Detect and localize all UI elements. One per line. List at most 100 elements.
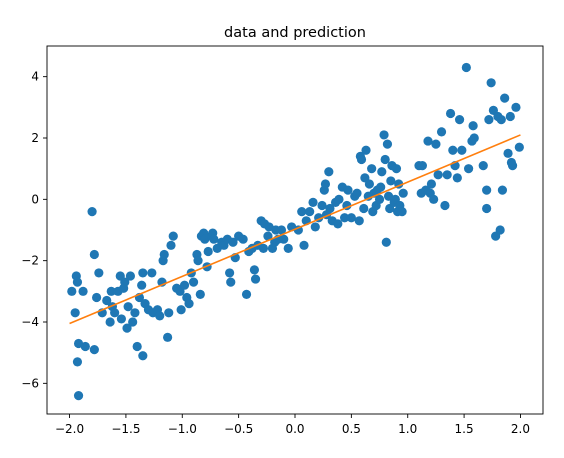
x-tick-label-1: −1.5	[111, 422, 140, 436]
scatter-point-128	[364, 179, 374, 189]
scatter-point-3	[72, 277, 83, 287]
scatter-point-80	[249, 265, 260, 275]
scatter-point-102	[310, 222, 320, 232]
scatter-point-27	[125, 271, 136, 281]
scatter-point-32	[137, 280, 147, 290]
scatter-point-180	[484, 115, 494, 125]
scatter-point-72	[226, 277, 236, 287]
scatter-point-71	[225, 268, 235, 278]
scatter-point-55	[188, 277, 199, 287]
scatter-point-43	[159, 249, 169, 260]
scatter-point-161	[431, 139, 441, 149]
scatter-point-13	[94, 268, 104, 278]
scatter-point-47	[168, 231, 178, 241]
x-tick-label-7: 1.5	[455, 422, 474, 436]
scatter-point-159	[426, 179, 436, 189]
y-axis: −6 −4 −2 0 2 4	[21, 70, 47, 390]
scatter-point-172	[461, 62, 471, 73]
scatter-point-134	[374, 194, 385, 204]
scatter-point-106	[320, 179, 331, 189]
scatter-point-137	[379, 130, 389, 140]
scatter-point-73	[228, 237, 238, 247]
scatter-point-194	[514, 142, 524, 152]
x-tick-label-8: 2.0	[511, 422, 530, 436]
scatter-point-46	[166, 240, 176, 250]
scatter-point-169	[452, 173, 462, 183]
scatter-point-25	[122, 323, 132, 333]
scatter-point-124	[359, 203, 369, 214]
scatter-point-1	[70, 308, 80, 318]
scatter-point-143	[386, 176, 396, 186]
scatter-point-12	[92, 292, 102, 303]
scatter-point-178	[482, 185, 492, 195]
scatter-point-24	[120, 277, 130, 287]
scatter-point-135	[376, 182, 386, 192]
x-tick-label-6: 1.0	[398, 422, 417, 436]
scatter-point-22	[116, 314, 126, 324]
y-tick-label-3: 0	[31, 192, 39, 206]
scatter-point-37	[147, 268, 157, 278]
y-tick-label-1: −4	[21, 315, 39, 329]
x-tick-label-0: −2.0	[55, 422, 84, 436]
x-tick-label-5: 0.5	[342, 422, 361, 436]
scatter-point-160	[429, 194, 439, 204]
scatter-point-113	[334, 194, 344, 204]
scatter-point-123	[356, 154, 367, 165]
scatter-point-193	[511, 102, 521, 112]
scatter-point-34	[138, 268, 148, 278]
scatter-point-77	[241, 289, 252, 299]
scatter-point-57	[193, 256, 203, 266]
scatter-point-10	[89, 249, 99, 260]
scatter-point-170	[454, 115, 465, 125]
scatter-point-163	[436, 127, 447, 137]
scatter-point-100	[305, 207, 315, 217]
scatter-point-15	[102, 295, 112, 306]
scatter-point-117	[343, 185, 353, 195]
scatter-point-192	[507, 161, 518, 171]
scatter-point-50	[176, 305, 186, 315]
scatter-point-188	[500, 93, 510, 103]
scatter-point-109	[325, 203, 335, 214]
scatter-point-19	[110, 308, 120, 318]
scatter-point-120	[352, 188, 362, 198]
scatter-point-112	[333, 219, 343, 229]
scatter-point-108	[324, 167, 334, 177]
scatter-point-190	[505, 111, 515, 122]
y-tick-label-2: −2	[21, 254, 39, 268]
scatter-point-98	[299, 240, 309, 250]
scatter-point-186	[496, 115, 506, 125]
scatter-point-30	[132, 341, 142, 352]
scatter-point-7	[78, 286, 88, 296]
scatter-point-45	[164, 308, 174, 318]
scatter-point-53	[184, 299, 194, 309]
scatter-point-16	[105, 317, 115, 327]
scatter-point-11	[89, 345, 99, 355]
scatter-point-152	[398, 188, 408, 198]
scatter-point-92	[276, 225, 287, 235]
scatter-point-129	[367, 164, 377, 174]
scatter-point-0	[67, 286, 77, 296]
scatter-point-164	[440, 200, 450, 211]
scatter-point-157	[423, 136, 433, 146]
scatter-point-185	[495, 225, 505, 235]
scatter-point-101	[308, 197, 318, 207]
y-tick-label-4: 2	[31, 131, 39, 145]
scatter-point-179	[482, 203, 492, 214]
scatter-point-44	[163, 332, 173, 342]
scatter-series	[67, 62, 524, 401]
scatter-point-40	[155, 311, 165, 321]
scatter-point-76	[238, 234, 248, 244]
scatter-point-118	[346, 213, 356, 223]
scatter-point-104	[317, 200, 327, 211]
scatter-point-162	[433, 170, 443, 180]
scatter-point-175	[468, 121, 478, 131]
scatter-point-84	[258, 243, 269, 253]
scatter-point-136	[377, 167, 387, 177]
scatter-point-140	[382, 139, 393, 149]
scatter-point-139	[381, 237, 391, 247]
scatter-point-8	[80, 341, 90, 352]
scatter-point-165	[442, 170, 452, 180]
scatter-point-28	[128, 317, 138, 327]
scatter-point-173	[464, 164, 474, 174]
